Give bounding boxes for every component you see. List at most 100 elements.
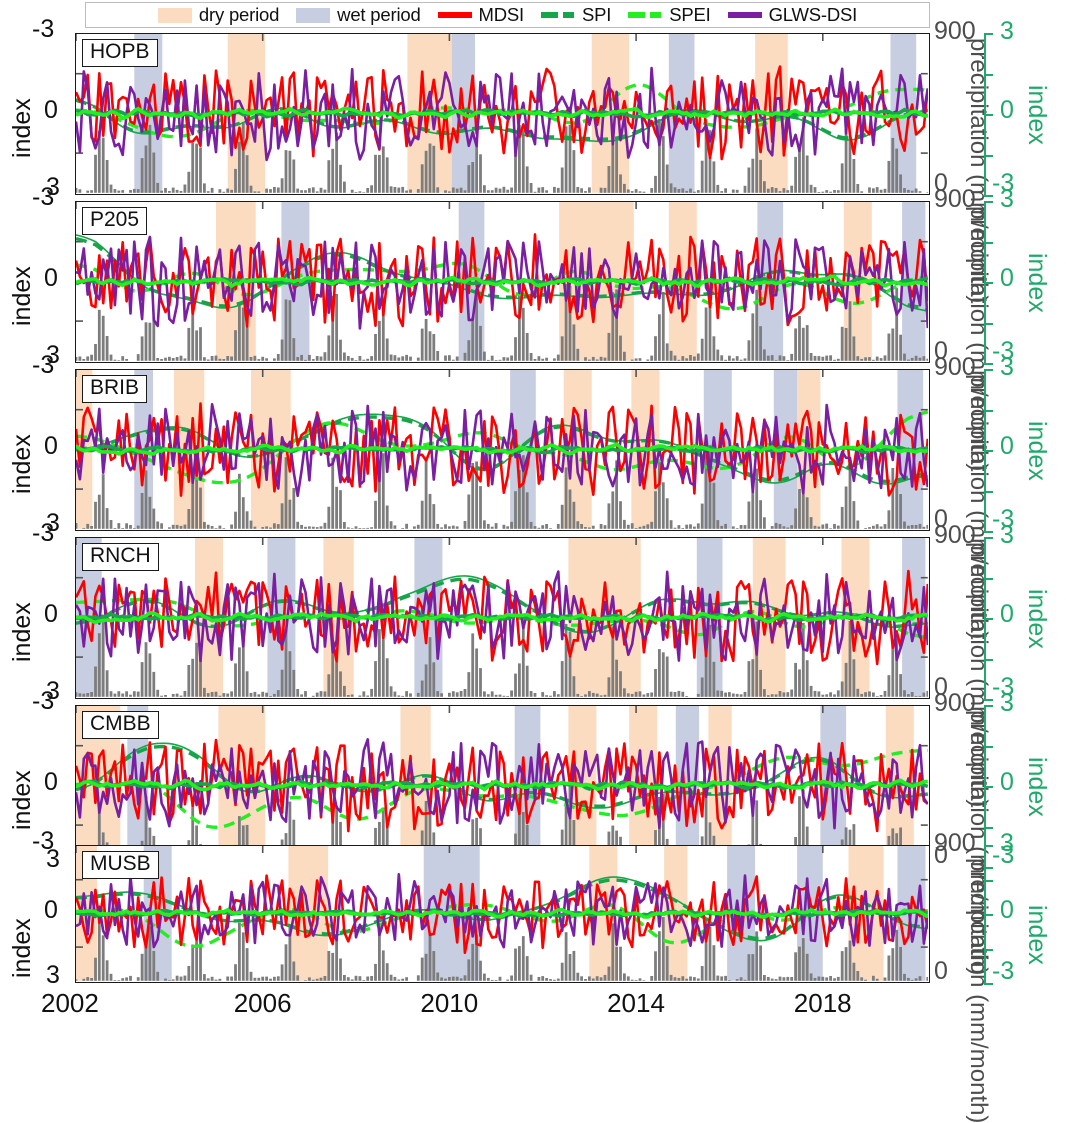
precip-bar	[261, 527, 265, 529]
precip-bar	[366, 527, 370, 529]
precip-bar	[899, 946, 902, 981]
precip-bar	[358, 527, 362, 529]
precip-bar	[494, 979, 498, 981]
left-tick-3-p2: 3	[46, 509, 60, 537]
precip-bar	[218, 358, 222, 361]
precip-bar	[782, 526, 786, 529]
precip-bar	[140, 492, 144, 529]
precip-bar	[261, 691, 265, 697]
series-spei-zero	[76, 106, 928, 121]
precip-bar	[603, 694, 607, 697]
precip-bar	[584, 526, 587, 529]
precip-bar	[786, 190, 790, 193]
precip-bar	[809, 685, 813, 697]
precip-bar	[510, 355, 513, 361]
precip-bar	[712, 482, 716, 529]
precip-bar	[864, 692, 867, 697]
precip-bar	[852, 158, 856, 193]
precip-bar	[805, 660, 809, 697]
precip-bar	[724, 975, 727, 981]
precip-bar	[230, 691, 234, 697]
precip-bar	[790, 689, 794, 697]
precip-bar	[922, 526, 926, 529]
precip-bar	[630, 359, 634, 361]
precip-bar	[689, 188, 692, 193]
precip-bar	[362, 359, 366, 361]
precip-bar	[94, 666, 97, 697]
precip-bar	[759, 500, 762, 529]
precip-bar	[132, 188, 136, 193]
precip-bar	[747, 661, 751, 697]
precip-bar	[428, 493, 432, 529]
precip-bar	[257, 977, 261, 981]
precip-bar	[125, 691, 129, 697]
precip-bar	[903, 690, 906, 697]
precip-bar	[770, 355, 774, 361]
precip-bar	[525, 956, 529, 981]
precip-bar	[160, 190, 164, 193]
precip-bar	[731, 693, 735, 697]
precip-bar	[343, 352, 346, 361]
precip-bar	[424, 461, 428, 529]
precip-bar	[619, 335, 622, 361]
precip-bar	[650, 521, 654, 529]
precip-bar	[238, 305, 241, 361]
precip-bar	[486, 977, 490, 981]
precip-bar	[778, 191, 782, 193]
precip-bar	[144, 796, 148, 865]
precip-bar	[922, 356, 926, 361]
precip-bar	[595, 693, 599, 697]
precip-bar	[584, 694, 587, 697]
precip-bar	[346, 527, 350, 529]
precip-bar	[696, 523, 700, 529]
precip-bar	[249, 185, 253, 193]
precip-bar	[234, 168, 237, 193]
precip-bar	[195, 330, 199, 361]
precip-bar	[405, 691, 409, 697]
precip-bar	[774, 694, 778, 697]
precip-bar	[615, 140, 618, 193]
precip-bar	[564, 932, 568, 981]
precip-bar	[813, 187, 817, 193]
precip-bar	[482, 973, 486, 981]
precip-bar	[319, 187, 323, 193]
precip-bar	[117, 360, 121, 361]
precip-bar	[860, 693, 864, 697]
precip-bar	[521, 811, 525, 865]
precip-bar	[560, 661, 564, 697]
precip-bar	[805, 953, 809, 981]
precip-bar	[720, 690, 724, 697]
precip-bar	[914, 978, 918, 981]
precip-bar	[234, 330, 237, 361]
legend-mdsi-label: MDSI	[478, 4, 525, 25]
precip-bar	[595, 359, 599, 361]
precip-bar	[424, 953, 428, 981]
precip-bar	[848, 135, 852, 193]
precip-bar	[475, 461, 478, 529]
panel-label: CMBB	[82, 711, 159, 740]
precip-bar	[906, 525, 910, 529]
precip-bar	[568, 124, 572, 193]
precip-bar	[914, 524, 918, 529]
precip-bar	[681, 976, 685, 981]
precip-bar	[206, 359, 210, 361]
precip-bar	[105, 508, 109, 529]
right-tick-0-p1: 0	[1000, 264, 1014, 292]
precip-bar	[125, 977, 129, 981]
precip-bar	[105, 335, 109, 361]
precip-bar	[432, 950, 436, 981]
precip-bar	[724, 359, 727, 361]
precip-bar	[638, 691, 642, 697]
precip-bar	[622, 351, 626, 361]
green-axis-tick	[984, 322, 993, 325]
precip-bar	[739, 359, 743, 361]
precip-bar	[265, 188, 269, 193]
precip-bar	[253, 691, 257, 697]
precip-bar	[587, 359, 591, 361]
precip-bar	[132, 528, 136, 529]
precip-bar	[199, 327, 202, 361]
precip-bar	[626, 524, 630, 529]
precip-bar	[315, 527, 319, 529]
precip-bar	[801, 327, 805, 361]
precip-bar	[899, 174, 902, 193]
